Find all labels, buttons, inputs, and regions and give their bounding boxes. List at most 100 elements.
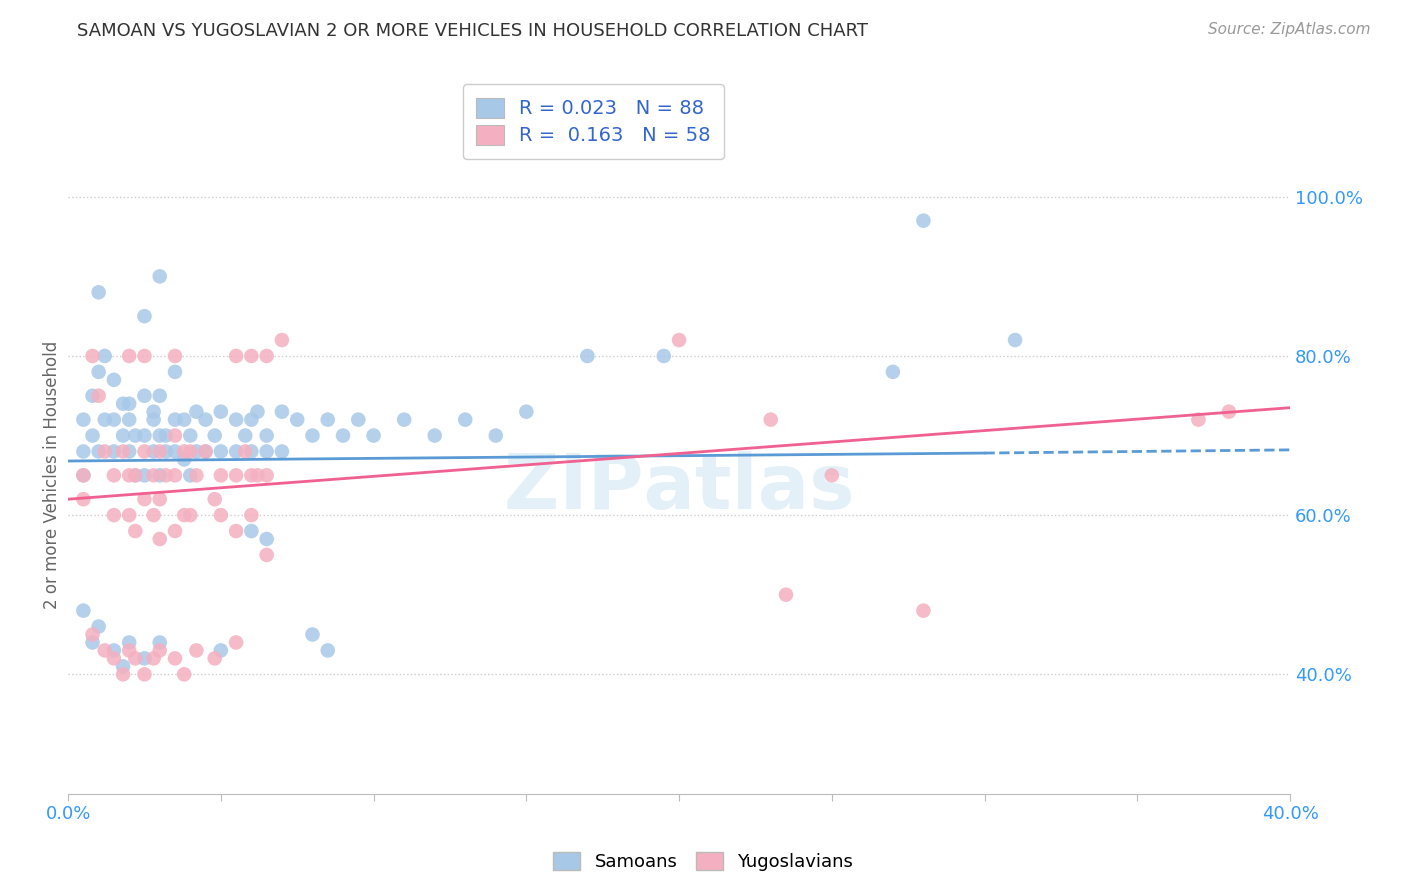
Legend: R = 0.023   N = 88, R =  0.163   N = 58: R = 0.023 N = 88, R = 0.163 N = 58 <box>463 84 724 159</box>
Point <box>912 604 935 618</box>
Point <box>103 651 125 665</box>
Point <box>225 468 247 483</box>
Point <box>179 428 201 442</box>
Point <box>973 795 995 809</box>
Point <box>163 349 186 363</box>
Point <box>882 365 904 379</box>
Point <box>142 444 165 458</box>
Point <box>1187 412 1209 426</box>
Point <box>87 365 110 379</box>
Point <box>118 468 141 483</box>
Point <box>82 627 104 641</box>
Point <box>94 412 117 426</box>
Point <box>87 389 110 403</box>
Point <box>485 428 508 442</box>
Point <box>163 444 186 458</box>
Point <box>112 397 135 411</box>
Point <box>134 444 156 458</box>
Point <box>163 428 186 442</box>
Point <box>124 651 146 665</box>
Point <box>173 452 195 467</box>
Point <box>285 412 308 426</box>
Point <box>186 643 208 657</box>
Point <box>134 309 156 323</box>
Point <box>668 333 690 347</box>
Point <box>82 389 104 403</box>
Point <box>225 349 247 363</box>
Point <box>515 405 537 419</box>
Point <box>256 532 278 546</box>
Point <box>576 349 599 363</box>
Point <box>240 524 263 538</box>
Point <box>209 468 232 483</box>
Point <box>576 795 599 809</box>
Point <box>301 428 323 442</box>
Point <box>124 524 146 538</box>
Text: SAMOAN VS YUGOSLAVIAN 2 OR MORE VEHICLES IN HOUSEHOLD CORRELATION CHART: SAMOAN VS YUGOSLAVIAN 2 OR MORE VEHICLES… <box>77 22 869 40</box>
Point <box>124 468 146 483</box>
Text: ZIP​atlas: ZIP​atlas <box>503 451 855 525</box>
Point <box>233 444 256 458</box>
Point <box>194 444 217 458</box>
Point <box>142 651 165 665</box>
Point <box>1004 333 1026 347</box>
Point <box>134 389 156 403</box>
Point <box>112 659 135 673</box>
Point <box>209 444 232 458</box>
Point <box>87 444 110 458</box>
Point <box>87 619 110 633</box>
Point <box>87 285 110 300</box>
Point <box>240 412 263 426</box>
Point <box>209 405 232 419</box>
Point <box>392 412 415 426</box>
Legend: Samoans, Yugoslavians: Samoans, Yugoslavians <box>546 845 860 879</box>
Point <box>124 468 146 483</box>
Point <box>163 524 186 538</box>
Text: Source: ZipAtlas.com: Source: ZipAtlas.com <box>1208 22 1371 37</box>
Point <box>103 373 125 387</box>
Point <box>209 643 232 657</box>
Point <box>240 444 263 458</box>
Point <box>82 349 104 363</box>
Point <box>316 643 339 657</box>
Point <box>173 667 195 681</box>
Point <box>256 468 278 483</box>
Point <box>209 508 232 523</box>
Point <box>149 389 172 403</box>
Point <box>332 428 354 442</box>
Point <box>103 412 125 426</box>
Y-axis label: 2 or more Vehicles in Household: 2 or more Vehicles in Household <box>44 342 60 609</box>
Point <box>652 349 675 363</box>
Point <box>179 444 201 458</box>
Point <box>134 349 156 363</box>
Point <box>163 468 186 483</box>
Point <box>72 468 94 483</box>
Point <box>118 349 141 363</box>
Point <box>118 397 141 411</box>
Point <box>134 651 156 665</box>
Point <box>256 349 278 363</box>
Point <box>118 508 141 523</box>
Point <box>103 468 125 483</box>
Point <box>194 444 217 458</box>
Point <box>225 524 247 538</box>
Point <box>225 635 247 649</box>
Point <box>363 428 385 442</box>
Point <box>134 468 156 483</box>
Point <box>142 508 165 523</box>
Point <box>124 428 146 442</box>
Point <box>103 643 125 657</box>
Point <box>271 444 294 458</box>
Point <box>118 444 141 458</box>
Point <box>118 412 141 426</box>
Point <box>72 412 94 426</box>
Point <box>103 508 125 523</box>
Point <box>186 444 208 458</box>
Point <box>72 604 94 618</box>
Point <box>347 412 370 426</box>
Point <box>72 468 94 483</box>
Point <box>173 444 195 458</box>
Point <box>142 468 165 483</box>
Point <box>204 428 226 442</box>
Point <box>112 428 135 442</box>
